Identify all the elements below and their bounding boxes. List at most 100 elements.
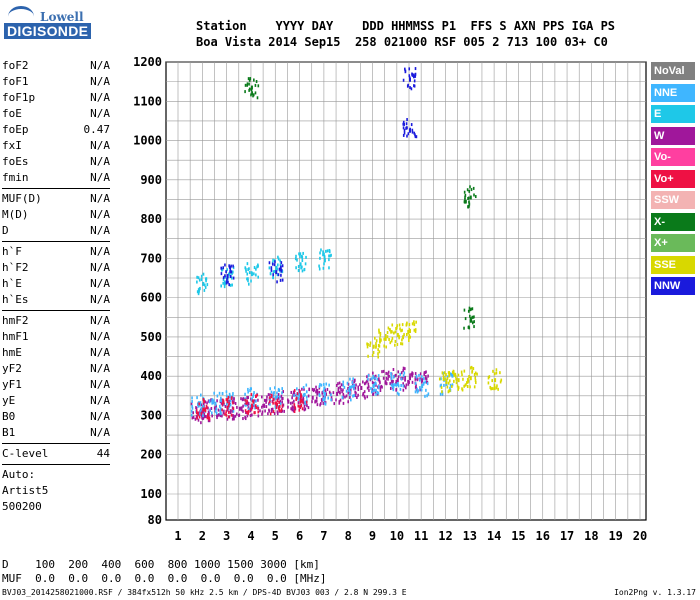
param-value: N/A [90, 314, 110, 327]
data-point [377, 378, 380, 382]
data-point [397, 375, 400, 379]
data-point [246, 396, 248, 400]
data-point [246, 414, 249, 418]
x-tick-label: 9 [369, 529, 376, 543]
data-point [357, 388, 360, 392]
data-point [328, 390, 331, 394]
data-point [246, 262, 249, 266]
data-point [438, 377, 441, 381]
data-point [491, 387, 493, 391]
data-point [417, 389, 420, 393]
data-point [469, 317, 472, 322]
data-point [228, 401, 230, 405]
data-point [301, 407, 304, 411]
x-tick-label: 11 [414, 529, 428, 543]
separator [2, 443, 110, 444]
data-point [351, 384, 354, 388]
param-value: N/A [90, 346, 110, 359]
param-value: N/A [90, 192, 110, 205]
data-point [364, 396, 366, 400]
data-point [476, 372, 478, 376]
data-point [200, 393, 202, 397]
data-point [227, 404, 230, 408]
logo-line2: DIGISONDE [4, 23, 92, 39]
data-point [391, 323, 394, 327]
data-point [474, 376, 477, 380]
data-point [229, 409, 232, 413]
data-point [329, 254, 331, 258]
data-point [402, 374, 405, 378]
data-point [198, 288, 200, 292]
legend-item-nne: NNE [651, 83, 695, 102]
data-point [404, 375, 406, 379]
data-point [338, 381, 341, 385]
data-point [394, 330, 397, 334]
data-point [190, 402, 193, 406]
data-point [269, 387, 271, 391]
data-point [299, 254, 301, 258]
data-point [274, 404, 277, 408]
data-point [192, 411, 195, 415]
data-point [439, 392, 442, 396]
data-point [463, 308, 466, 312]
data-point [408, 335, 410, 339]
data-point [261, 412, 263, 416]
data-point [325, 392, 328, 396]
data-point [297, 404, 300, 408]
data-point [279, 259, 281, 263]
data-point [335, 398, 337, 402]
data-point [347, 382, 350, 386]
data-point [234, 401, 237, 405]
data-point [380, 384, 383, 388]
data-point [247, 277, 249, 281]
data-point [265, 398, 268, 402]
data-point [442, 374, 445, 378]
data-point [388, 337, 390, 341]
param-name: h`Es [2, 293, 29, 306]
data-point [414, 372, 417, 376]
data-point [499, 371, 501, 375]
data-point [474, 371, 477, 375]
data-point [230, 396, 233, 400]
data-point [276, 280, 278, 284]
data-point [426, 394, 428, 398]
data-point [451, 384, 453, 388]
data-point [461, 387, 463, 391]
data-point [391, 336, 394, 340]
data-point [197, 403, 200, 408]
data-point [229, 270, 231, 274]
data-point [377, 348, 379, 352]
param-row: fmin N/A [2, 170, 112, 186]
x-tick-label: 8 [345, 529, 352, 543]
data-point [192, 415, 195, 419]
data-point [414, 330, 417, 334]
data-point [337, 390, 340, 394]
data-point [191, 416, 194, 420]
data-point [322, 389, 325, 393]
data-point [296, 258, 298, 262]
data-point [318, 393, 321, 397]
data-point [468, 202, 471, 206]
data-point [419, 386, 421, 390]
data-point [404, 378, 406, 382]
data-point [291, 408, 294, 412]
data-point [389, 386, 392, 390]
data-point [272, 401, 274, 405]
data-point [293, 393, 295, 397]
data-point [232, 392, 234, 396]
data-point [220, 272, 223, 276]
data-point [392, 383, 395, 387]
data-point [474, 195, 477, 199]
param-value: N/A [90, 410, 110, 423]
data-point [362, 380, 364, 384]
data-point [249, 404, 252, 408]
data-point [281, 404, 284, 408]
param-name: foF1 [2, 75, 29, 88]
data-point [473, 385, 476, 389]
param-row: foF2 N/A [2, 58, 112, 74]
param-row: yF2 N/A [2, 361, 112, 377]
plot-frame [165, 61, 647, 521]
data-point [354, 394, 357, 398]
data-point [269, 272, 272, 276]
data-point [394, 383, 396, 387]
